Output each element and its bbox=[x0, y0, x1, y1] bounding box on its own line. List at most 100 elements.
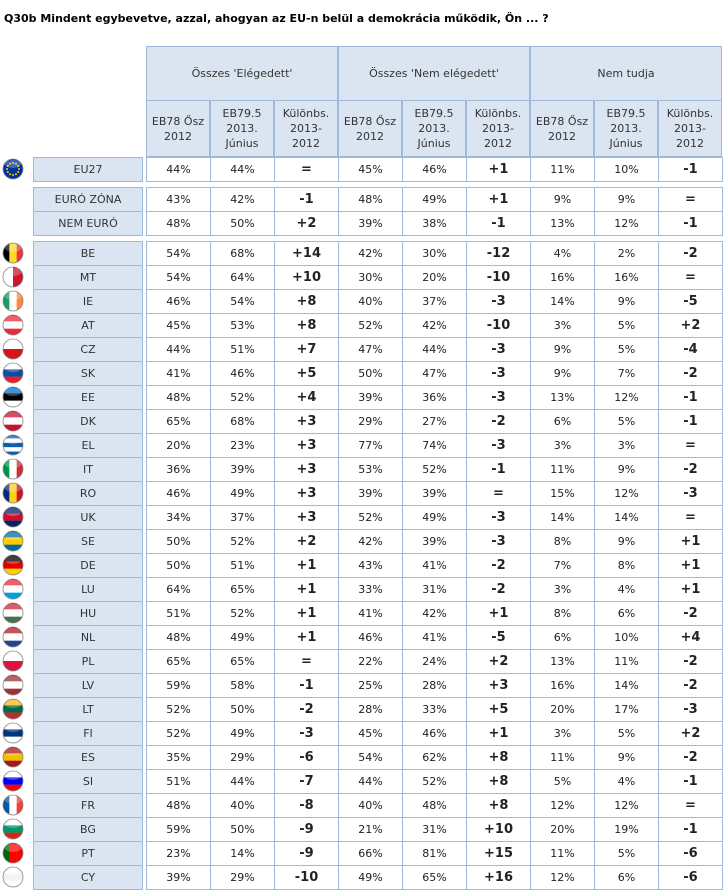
cell: 30% bbox=[338, 265, 403, 290]
cell: 29% bbox=[338, 409, 403, 434]
cell: 3% bbox=[594, 433, 659, 458]
cell: 12% bbox=[594, 481, 659, 506]
cell: 46% bbox=[402, 721, 467, 746]
flag-icon bbox=[2, 746, 24, 768]
cell: 28% bbox=[338, 697, 403, 722]
title: Q30b Mindent egybevetve, azzal, ahogyan … bbox=[4, 12, 549, 25]
cell: +1 bbox=[466, 187, 531, 212]
row-label: LU bbox=[33, 577, 143, 602]
sub-header: EB78 Ősz 2012 bbox=[146, 100, 210, 157]
cell: 43% bbox=[146, 187, 211, 212]
cell: = bbox=[658, 505, 723, 530]
cell: 20% bbox=[402, 265, 467, 290]
cell: 4% bbox=[594, 577, 659, 602]
cell: +2 bbox=[274, 529, 339, 554]
cell: 40% bbox=[338, 793, 403, 818]
sub-header: EB78 Ősz 2012 bbox=[338, 100, 402, 157]
row-label: LT bbox=[33, 697, 143, 722]
cell: 39% bbox=[146, 865, 211, 890]
cell: 51% bbox=[146, 601, 211, 626]
cell: 43% bbox=[338, 553, 403, 578]
cell: +1 bbox=[274, 553, 339, 578]
cell: 16% bbox=[594, 265, 659, 290]
cell: 65% bbox=[146, 649, 211, 674]
cell: 48% bbox=[402, 793, 467, 818]
cell: 65% bbox=[210, 577, 275, 602]
flag-icon bbox=[2, 674, 24, 696]
cell: +1 bbox=[466, 157, 531, 182]
cell: 22% bbox=[338, 649, 403, 674]
cell: 10% bbox=[594, 157, 659, 182]
cell: 12% bbox=[530, 793, 595, 818]
cell: 58% bbox=[210, 673, 275, 698]
cell: 44% bbox=[210, 769, 275, 794]
cell: 46% bbox=[146, 289, 211, 314]
cell: 42% bbox=[338, 529, 403, 554]
cell: 52% bbox=[338, 505, 403, 530]
cell: 74% bbox=[402, 433, 467, 458]
cell: = bbox=[658, 793, 723, 818]
cell: -5 bbox=[466, 625, 531, 650]
cell: +3 bbox=[466, 673, 531, 698]
cell: 52% bbox=[210, 601, 275, 626]
cell: 39% bbox=[210, 457, 275, 482]
cell: -3 bbox=[274, 721, 339, 746]
cell: -2 bbox=[658, 241, 723, 266]
cell: -2 bbox=[658, 457, 723, 482]
cell: 50% bbox=[210, 697, 275, 722]
cell: 17% bbox=[594, 697, 659, 722]
cell: 13% bbox=[530, 385, 595, 410]
cell: +2 bbox=[466, 649, 531, 674]
cell: 11% bbox=[594, 649, 659, 674]
cell: -9 bbox=[274, 841, 339, 866]
sub-header: EB79.5 2013. Június bbox=[402, 100, 466, 157]
cell: 30% bbox=[402, 241, 467, 266]
cell: 9% bbox=[594, 529, 659, 554]
cell: 9% bbox=[594, 745, 659, 770]
cell: 45% bbox=[338, 157, 403, 182]
cell: 35% bbox=[146, 745, 211, 770]
cell: 3% bbox=[530, 433, 595, 458]
cell: -1 bbox=[658, 211, 723, 236]
cell: 33% bbox=[338, 577, 403, 602]
cell: 48% bbox=[146, 385, 211, 410]
flag-icon bbox=[2, 410, 24, 432]
cell: 8% bbox=[530, 529, 595, 554]
cell: -2 bbox=[658, 649, 723, 674]
cell: 54% bbox=[146, 241, 211, 266]
cell: 50% bbox=[338, 361, 403, 386]
row-label: UK bbox=[33, 505, 143, 530]
cell: +8 bbox=[466, 793, 531, 818]
flag-icon bbox=[2, 458, 24, 480]
cell: +1 bbox=[658, 577, 723, 602]
cell: 46% bbox=[146, 481, 211, 506]
cell: 9% bbox=[594, 289, 659, 314]
cell: = bbox=[466, 481, 531, 506]
flag-icon bbox=[2, 794, 24, 816]
cell: 54% bbox=[146, 265, 211, 290]
cell: 37% bbox=[402, 289, 467, 314]
sub-header: Különbs. 2013- 2012 bbox=[466, 100, 530, 157]
cell: +7 bbox=[274, 337, 339, 362]
flag-icon bbox=[2, 266, 24, 288]
cell: 14% bbox=[530, 505, 595, 530]
cell: +15 bbox=[466, 841, 531, 866]
flag-icon bbox=[2, 506, 24, 528]
flag-icon bbox=[2, 722, 24, 744]
cell: 40% bbox=[210, 793, 275, 818]
cell: -6 bbox=[274, 745, 339, 770]
cell: 50% bbox=[210, 817, 275, 842]
cell: -6 bbox=[658, 865, 723, 890]
cell: 52% bbox=[146, 697, 211, 722]
flag-icon bbox=[2, 362, 24, 384]
cell: 11% bbox=[530, 157, 595, 182]
cell: -1 bbox=[466, 457, 531, 482]
cell: 5% bbox=[594, 337, 659, 362]
row-label: CY bbox=[33, 865, 143, 890]
cell: 54% bbox=[338, 745, 403, 770]
cell: 48% bbox=[146, 625, 211, 650]
cell: 9% bbox=[530, 337, 595, 362]
cell: 25% bbox=[338, 673, 403, 698]
cell: -2 bbox=[466, 577, 531, 602]
cell: -3 bbox=[466, 385, 531, 410]
